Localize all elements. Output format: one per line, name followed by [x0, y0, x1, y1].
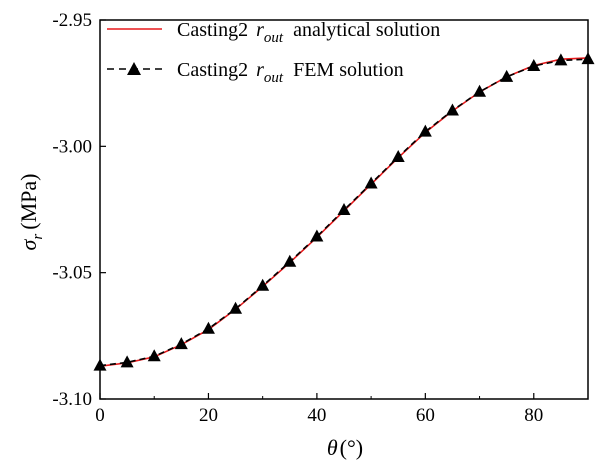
fem-point-marker — [120, 355, 134, 368]
fem-point-marker — [527, 58, 541, 71]
x-tick-label: 60 — [416, 405, 435, 426]
fem-point-marker — [201, 321, 215, 334]
fem-point-marker — [418, 124, 432, 137]
y-axis-title: σr (MPa) — [16, 174, 46, 251]
fem-point-marker — [364, 176, 378, 189]
x-tick-label: 20 — [199, 405, 218, 426]
y-tick-label: -3.05 — [52, 263, 92, 284]
fem-point-marker — [473, 84, 487, 97]
fem-point-marker — [174, 337, 188, 350]
fem-point-marker — [147, 349, 161, 362]
fem-point-marker — [500, 69, 514, 82]
fem-point-marker — [391, 149, 405, 162]
x-tick-label: 40 — [307, 405, 326, 426]
series-layer — [93, 52, 595, 371]
x-tick-label: 0 — [95, 405, 105, 426]
y-axis-subscript: r — [30, 234, 46, 240]
fem-point-marker — [337, 203, 351, 216]
y-axis-symbol: σ — [16, 238, 41, 250]
fem-point-marker — [256, 278, 270, 291]
x-axis-unit: (°) — [340, 435, 363, 460]
fem-point-marker — [229, 301, 243, 314]
y-tick-label: -3.10 — [52, 389, 92, 410]
legend-label-analytical: Casting2 rout analytical solution — [177, 19, 440, 46]
y-tick-label: -2.95 — [52, 10, 92, 31]
legend-marker-fem — [127, 62, 141, 75]
x-axis-title: θ(°) — [327, 435, 363, 460]
x-tick-label: 80 — [524, 405, 543, 426]
fem-point-marker — [310, 229, 324, 242]
fem-point-marker — [445, 103, 459, 116]
fem-point-marker — [283, 254, 297, 267]
plot-frame — [99, 19, 589, 400]
legend: Casting2 rout analytical solution Casting2… — [107, 19, 440, 86]
y-axis-unit: (MPa) — [16, 174, 41, 230]
x-axis-symbol: θ — [327, 435, 338, 460]
fem-point-marker — [554, 53, 568, 66]
y-tick-label: -3.00 — [52, 136, 92, 157]
legend-label-fem: Casting2 rout FEM solution — [177, 59, 404, 86]
axis-ticks: 0 20 40 60 80 -2.95 -3.00 -3.05 -3.10 — [52, 10, 543, 426]
